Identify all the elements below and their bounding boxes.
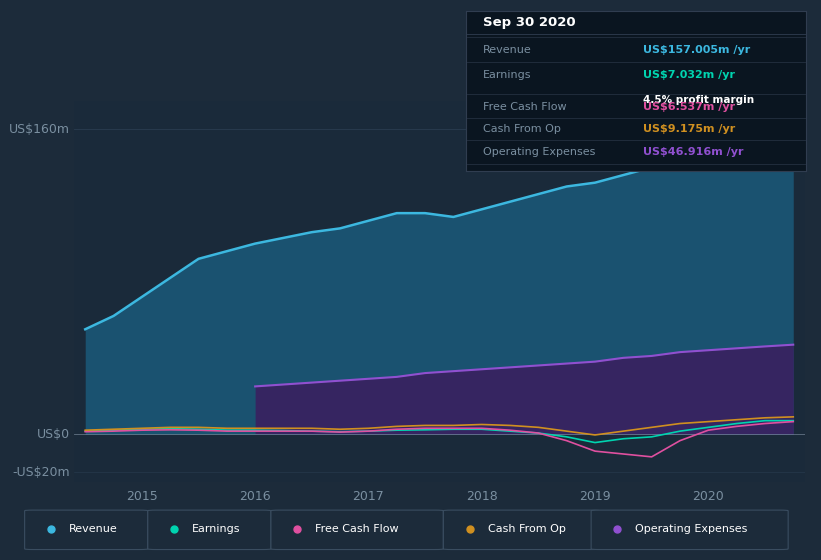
Text: Cash From Op: Cash From Op: [488, 524, 566, 534]
Text: US$157.005m /yr: US$157.005m /yr: [643, 44, 750, 54]
FancyBboxPatch shape: [148, 510, 271, 549]
FancyBboxPatch shape: [271, 510, 443, 549]
Text: US$46.916m /yr: US$46.916m /yr: [643, 147, 743, 157]
FancyBboxPatch shape: [591, 510, 788, 549]
FancyBboxPatch shape: [25, 510, 148, 549]
Text: Operating Expenses: Operating Expenses: [635, 524, 748, 534]
Text: Sep 30 2020: Sep 30 2020: [483, 16, 576, 29]
Text: Operating Expenses: Operating Expenses: [483, 147, 595, 157]
Text: Revenue: Revenue: [69, 524, 117, 534]
Text: Revenue: Revenue: [483, 44, 531, 54]
Text: Free Cash Flow: Free Cash Flow: [483, 102, 566, 112]
FancyBboxPatch shape: [443, 510, 599, 549]
Text: US$160m: US$160m: [9, 123, 71, 136]
Text: Earnings: Earnings: [483, 70, 531, 80]
Text: US$9.175m /yr: US$9.175m /yr: [643, 124, 735, 134]
Text: Free Cash Flow: Free Cash Flow: [315, 524, 399, 534]
Text: 4.5% profit margin: 4.5% profit margin: [643, 95, 754, 105]
Text: Cash From Op: Cash From Op: [483, 124, 561, 134]
Text: US$7.032m /yr: US$7.032m /yr: [643, 70, 735, 80]
Text: Earnings: Earnings: [192, 524, 241, 534]
Text: -US$20m: -US$20m: [12, 465, 71, 479]
Text: US$6.537m /yr: US$6.537m /yr: [643, 102, 735, 112]
Text: US$0: US$0: [37, 427, 71, 441]
